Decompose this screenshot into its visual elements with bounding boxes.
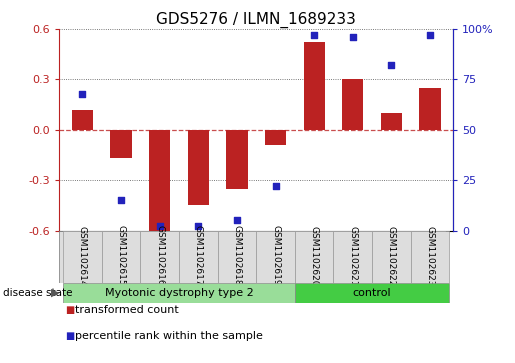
Text: GSM1102617: GSM1102617	[194, 225, 203, 286]
Point	[310, 32, 318, 38]
Bar	[381, 113, 402, 130]
Bar	[295, 283, 449, 303]
Text: ▶: ▶	[51, 288, 59, 298]
Bar	[334, 231, 372, 283]
Bar	[63, 231, 102, 283]
Bar	[102, 231, 140, 283]
Bar	[419, 88, 441, 130]
Point	[194, 224, 202, 229]
Bar	[226, 130, 248, 188]
Bar	[303, 42, 325, 130]
Bar	[179, 231, 217, 283]
Bar	[342, 79, 364, 130]
Text: GSM1102614: GSM1102614	[78, 225, 87, 286]
Text: disease state: disease state	[3, 288, 72, 298]
Bar	[63, 283, 295, 303]
Point	[387, 62, 396, 68]
Bar	[372, 231, 410, 283]
Text: GSM1102620: GSM1102620	[310, 225, 319, 286]
Bar	[187, 130, 209, 205]
Point	[271, 183, 280, 189]
Text: GSM1102615: GSM1102615	[116, 225, 126, 286]
Bar	[110, 130, 132, 158]
Bar	[72, 110, 93, 130]
Point	[78, 91, 87, 97]
Text: control: control	[353, 288, 391, 298]
Text: GSM1102623: GSM1102623	[425, 225, 435, 286]
Point	[349, 34, 357, 40]
Text: GSM1102621: GSM1102621	[348, 225, 357, 286]
Text: GSM1102616: GSM1102616	[155, 225, 164, 286]
Bar	[295, 231, 334, 283]
Text: GSM1102622: GSM1102622	[387, 225, 396, 286]
Point	[233, 217, 241, 223]
Text: GSM1102618: GSM1102618	[232, 225, 242, 286]
Bar	[410, 231, 449, 283]
Title: GDS5276 / ILMN_1689233: GDS5276 / ILMN_1689233	[156, 12, 356, 28]
Text: GSM1102619: GSM1102619	[271, 225, 280, 286]
Point	[156, 224, 164, 229]
Text: ■: ■	[65, 331, 74, 341]
Bar	[217, 231, 256, 283]
Bar	[149, 130, 170, 231]
Point	[426, 32, 434, 38]
Bar	[140, 231, 179, 283]
Bar	[256, 231, 295, 283]
Text: transformed count: transformed count	[75, 305, 178, 315]
Bar	[265, 130, 286, 145]
Text: ■: ■	[65, 305, 74, 315]
Text: percentile rank within the sample: percentile rank within the sample	[75, 331, 263, 341]
Point	[117, 197, 125, 203]
Text: Myotonic dystrophy type 2: Myotonic dystrophy type 2	[105, 288, 253, 298]
